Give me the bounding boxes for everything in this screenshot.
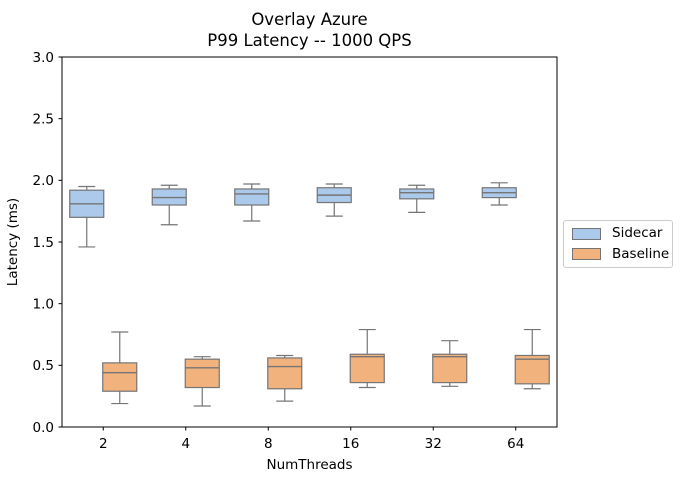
y-tick-label: 0.5 <box>33 358 54 374</box>
x-tick-label: 8 <box>264 436 273 452</box>
y-tick-label: 2.0 <box>33 173 54 189</box>
chart-title-line2: P99 Latency -- 1000 QPS <box>207 31 411 50</box>
legend-item-baseline: Baseline <box>572 247 669 262</box>
boxplot-boxes <box>69 182 550 407</box>
box-baseline-64 <box>514 354 550 385</box>
box-baseline-16 <box>349 353 385 384</box>
y-tick-label: 1.0 <box>33 296 54 312</box>
box-baseline-32 <box>432 353 468 384</box>
box-sidecar-8 <box>234 188 270 206</box>
legend-label-baseline: Baseline <box>612 245 670 262</box>
sidecar-color-swatch <box>572 227 601 240</box>
x-tick-label: 32 <box>425 436 442 452</box>
box-baseline-8 <box>267 357 303 390</box>
y-tick-label: 1.5 <box>33 235 54 251</box>
x-axis-label: NumThreads <box>266 457 352 473</box>
legend: Sidecar Baseline <box>563 220 673 268</box>
plot-area-border <box>61 56 558 428</box>
y-tick-label: 3.0 <box>33 50 54 66</box>
x-tick-label: 2 <box>99 436 108 452</box>
x-tick-label: 4 <box>181 436 190 452</box>
legend-item-sidecar: Sidecar <box>572 225 664 241</box>
baseline-color-swatch <box>572 248 601 261</box>
box-sidecar-32 <box>399 188 435 200</box>
box-baseline-4 <box>184 358 220 389</box>
y-tick-label: 2.5 <box>33 111 54 127</box>
x-tick-label: 64 <box>507 436 524 452</box>
box-baseline-2 <box>102 362 138 392</box>
x-tick-label: 16 <box>342 436 359 452</box>
x-axis: 2 4 8 16 32 64 <box>99 427 524 452</box>
y-axis-label: Latency (ms) <box>5 198 21 286</box>
chart-title-line1: Overlay Azure <box>251 10 367 29</box>
legend-label-sidecar: Sidecar <box>612 225 663 241</box>
y-axis: 0.0 0.5 1.0 1.5 2.0 2.5 3.0 <box>33 50 62 436</box>
y-tick-label: 0.0 <box>33 420 54 436</box>
